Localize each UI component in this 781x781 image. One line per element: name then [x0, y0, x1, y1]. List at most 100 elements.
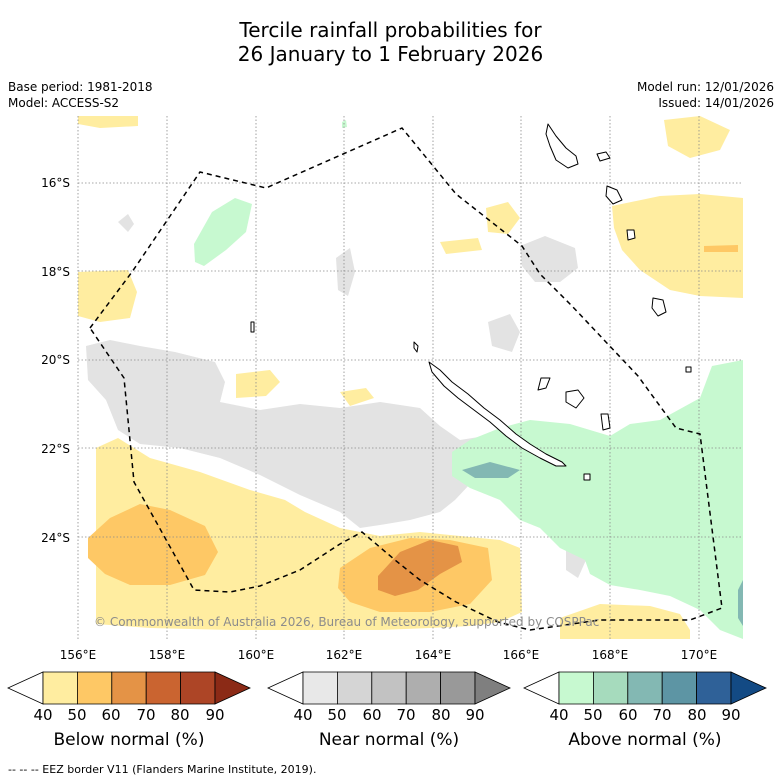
colorbar-extend-low — [7, 671, 44, 705]
above-tick: 60 — [618, 706, 637, 724]
lat-label: 20°S — [41, 353, 70, 367]
below-normal-area — [378, 540, 462, 596]
model-run: Model run: 12/01/2026 — [636, 80, 774, 94]
above-normal-colorbar — [523, 671, 767, 705]
lat-label: 16°S — [41, 176, 70, 190]
below-tick: 70 — [136, 706, 155, 724]
below-normal-area — [560, 604, 690, 639]
below-normal-area — [78, 116, 138, 128]
below-tick: 50 — [67, 706, 86, 724]
below-normal-area — [88, 504, 218, 585]
map-grid — [77, 116, 743, 639]
below-normal-area — [440, 238, 482, 254]
colorbar-swatch — [405, 671, 441, 705]
colorbar-extend-high — [214, 671, 251, 705]
near-normal-area — [336, 248, 355, 296]
above-tick: 90 — [721, 706, 740, 724]
near-tick: 60 — [362, 706, 381, 724]
near-normal-area — [86, 340, 520, 528]
above-normal-area — [738, 580, 743, 626]
colorbar-swatch — [558, 671, 594, 705]
loyalty-island — [600, 413, 611, 431]
below-normal-area — [664, 116, 730, 158]
near-normal-area — [118, 214, 134, 232]
colorbar-swatch — [661, 671, 697, 705]
model-name: Model: ACCESS-S2 — [8, 96, 120, 110]
loyalty-island — [537, 377, 551, 391]
near-normal-area — [520, 236, 578, 282]
lon-label: 158°E — [149, 648, 186, 662]
espiritu-santo-island — [545, 123, 579, 169]
colorbar-swatch — [696, 671, 732, 705]
island — [596, 151, 611, 162]
near-tick: 80 — [431, 706, 450, 724]
above-tick: 50 — [583, 706, 602, 724]
colorbar-swatch — [440, 671, 476, 705]
above-normal-area — [342, 120, 347, 128]
colorbar-swatch — [371, 671, 407, 705]
colorbar-extend-high — [730, 671, 767, 705]
island — [413, 341, 419, 353]
colorbar-swatch — [77, 671, 113, 705]
base-period: Base period: 1981-2018 — [8, 80, 153, 94]
above-tick: 40 — [549, 706, 568, 724]
below-tick: 40 — [33, 706, 52, 724]
lon-label: 160°E — [238, 648, 275, 662]
colorbar-swatch — [111, 671, 147, 705]
below-normal-area — [704, 245, 738, 252]
lat-label: 24°S — [41, 531, 70, 545]
below-normal-label: Below normal (%) — [53, 730, 205, 750]
meta-left: Base period: 1981-2018 Model: ACCESS-S2 — [8, 79, 153, 111]
title-line-1: Tercile rainfall probabilities for — [239, 18, 542, 42]
isle-of-pines — [583, 473, 591, 481]
colorbar-extend-low — [267, 671, 304, 705]
above-normal-area — [452, 360, 743, 639]
eez-border — [89, 127, 723, 631]
lon-label: 162°E — [326, 648, 363, 662]
colorbar-swatch — [145, 671, 181, 705]
near-normal-label: Near normal (%) — [318, 730, 460, 750]
eez-footnote: -- -- -- EEZ border V11 (Flanders Marine… — [8, 763, 317, 776]
below-normal-area — [78, 270, 137, 322]
below-normal-colorbar — [7, 671, 251, 705]
meta-right: Model run: 12/01/2026 Issued: 14/01/2026 — [637, 79, 774, 111]
lat-label: 22°S — [41, 442, 70, 456]
colorbar-swatch — [627, 671, 663, 705]
near-normal-colorbar — [267, 671, 511, 705]
lon-label: 170°E — [681, 648, 718, 662]
near-tick: 90 — [465, 706, 484, 724]
map-title: Tercile rainfall probabilities for 26 Ja… — [0, 18, 781, 66]
colorbar-swatch — [593, 671, 629, 705]
island — [651, 297, 667, 317]
near-tick: 70 — [396, 706, 415, 724]
below-normal-area — [486, 202, 520, 234]
above-tick: 80 — [687, 706, 706, 724]
near-normal-area — [488, 314, 520, 352]
near-tick: 50 — [327, 706, 346, 724]
land-outlines — [250, 123, 692, 481]
loyalty-island — [565, 389, 585, 409]
island — [685, 366, 692, 373]
colorbar-extend-low — [523, 671, 560, 705]
above-tick: 70 — [652, 706, 671, 724]
lon-label: 164°E — [415, 648, 452, 662]
island — [626, 229, 636, 241]
colorbar-extend-high — [474, 671, 511, 705]
colorbar-swatch — [337, 671, 373, 705]
colorbar-swatch — [302, 671, 338, 705]
near-tick: 40 — [293, 706, 312, 724]
lat-label: 18°S — [41, 265, 70, 279]
above-normal-area — [462, 462, 520, 478]
island — [605, 185, 623, 205]
below-tick: 90 — [205, 706, 224, 724]
new-caledonia — [428, 361, 567, 467]
lon-label: 166°E — [503, 648, 540, 662]
lon-label: 168°E — [592, 648, 629, 662]
above-normal-area — [194, 198, 252, 266]
copyright-notice: © Commonwealth of Australia 2026, Bureau… — [94, 615, 599, 629]
issued-date: Issued: 14/01/2026 — [658, 96, 774, 110]
below-tick: 80 — [170, 706, 189, 724]
below-normal-area — [236, 370, 280, 398]
below-normal-area — [612, 194, 743, 298]
